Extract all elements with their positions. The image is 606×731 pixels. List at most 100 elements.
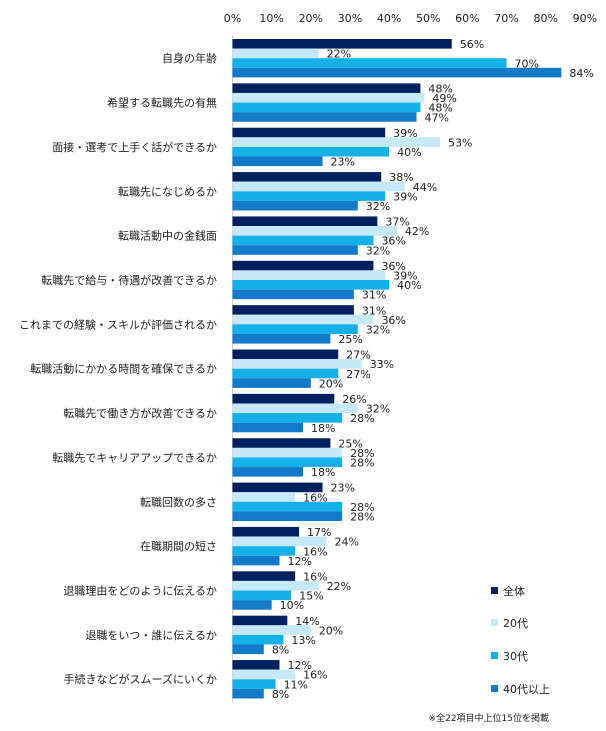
bar: [232, 314, 374, 325]
data-label: 70%: [515, 57, 539, 70]
data-label: 32%: [366, 323, 390, 336]
data-label: 14%: [295, 615, 319, 628]
data-label: 12%: [287, 659, 311, 672]
x-tick-label: 20%: [299, 12, 323, 25]
bar: [232, 235, 374, 246]
data-label: 27%: [346, 368, 370, 381]
legend-label: 40代以上: [503, 683, 550, 696]
legend-swatch: [491, 619, 498, 626]
data-label: 27%: [346, 349, 370, 362]
bar: [232, 324, 358, 334]
data-label: 26%: [342, 393, 366, 406]
bar: [232, 511, 343, 521]
category-label: 退職をいつ・誰に伝えるか: [85, 628, 217, 642]
data-label: 84%: [569, 67, 593, 80]
data-label: 16%: [303, 570, 327, 583]
data-label: 10%: [280, 599, 304, 612]
bar: [232, 580, 319, 591]
bar: [232, 482, 323, 493]
category-label: 退職理由をどのように伝えるか: [63, 584, 217, 598]
data-label: 16%: [303, 669, 327, 682]
bar: [232, 359, 362, 369]
bar: [232, 438, 331, 448]
x-tick-label: 10%: [259, 12, 283, 25]
data-label: 22%: [327, 48, 351, 61]
bar: [232, 555, 280, 566]
bar: [232, 216, 378, 227]
bar: [232, 413, 343, 423]
value-labels: 56%22%70%84%48%49%48%47%39%53%40%23%38%4…: [272, 38, 594, 701]
category-label: 転職活動にかかる時間を確保できるか: [30, 362, 217, 376]
data-label: 32%: [366, 403, 390, 416]
data-label: 18%: [311, 466, 335, 479]
data-label: 8%: [272, 644, 289, 657]
bar: [232, 447, 343, 458]
data-label: 31%: [362, 304, 386, 317]
category-label: 転職先で働き方が改善できるか: [63, 406, 217, 420]
bar: [232, 669, 296, 680]
x-axis-ticks: 0% 10% 20% 30% 40% 50% 60% 70% 80% 90%: [224, 12, 597, 25]
bar: [232, 112, 417, 122]
bar: [232, 280, 390, 290]
bar: [232, 92, 425, 103]
x-tick-label: 70%: [494, 12, 518, 25]
bar: [232, 181, 405, 192]
category-label: 転職回数の多さ: [140, 495, 217, 509]
bar: [232, 403, 358, 414]
bar: [232, 590, 292, 601]
category-label: 転職先で給与・待遇が改善できるか: [41, 273, 217, 287]
bar: [232, 536, 327, 547]
data-label: 31%: [362, 289, 386, 302]
bar: [232, 39, 452, 49]
bar: [232, 333, 331, 344]
bar: [232, 200, 358, 211]
bar: [232, 634, 284, 645]
data-label: 23%: [331, 156, 355, 169]
bar: [232, 600, 272, 610]
data-label: 40%: [397, 279, 421, 292]
category-label: 面接・選考で上手く話ができるか: [52, 140, 217, 154]
data-label: 28%: [350, 457, 374, 470]
data-label: 48%: [428, 82, 452, 95]
data-label: 25%: [338, 333, 362, 346]
bar: [232, 137, 440, 147]
bar: [232, 226, 397, 236]
x-tick-label: 40%: [377, 12, 401, 25]
data-label: 40%: [397, 146, 421, 159]
bar: [232, 58, 507, 68]
bar: [232, 102, 421, 113]
bar: [232, 349, 339, 360]
data-label: 53%: [448, 136, 472, 149]
x-tick-label: 60%: [455, 12, 479, 25]
data-label: 56%: [460, 38, 484, 51]
category-labels: 自身の年齢希望する転職先の有無面接・選考で上手く話ができるか転職先になじめるか転…: [19, 51, 217, 686]
x-tick-label: 50%: [416, 12, 440, 25]
data-label: 28%: [350, 447, 374, 460]
bar: [232, 571, 296, 581]
bar: [232, 260, 374, 271]
data-label: 33%: [370, 358, 394, 371]
category-label: これまでの経験・スキルが評価されるか: [19, 317, 217, 331]
bar: [232, 546, 296, 556]
bar: [232, 289, 354, 300]
category-label: 希望する転職先の有無: [107, 96, 217, 110]
data-label: 8%: [272, 688, 289, 701]
data-label: 11%: [284, 678, 308, 691]
bar: [232, 679, 276, 689]
data-label: 49%: [432, 92, 456, 105]
data-label: 22%: [327, 580, 351, 593]
bar: [232, 83, 421, 93]
legend-swatch: [491, 685, 498, 692]
x-tick-label: 90%: [573, 12, 597, 25]
bar: [232, 245, 358, 255]
data-label: 20%: [319, 377, 343, 390]
category-label: 手続きなどがスムーズにいくか: [64, 672, 217, 686]
data-label: 16%: [303, 491, 327, 504]
bar: [232, 467, 303, 477]
bar: [232, 625, 311, 635]
x-tick-label: 30%: [338, 12, 362, 25]
bar: [232, 127, 386, 138]
bar: [232, 526, 300, 537]
data-label: 15%: [299, 590, 323, 603]
